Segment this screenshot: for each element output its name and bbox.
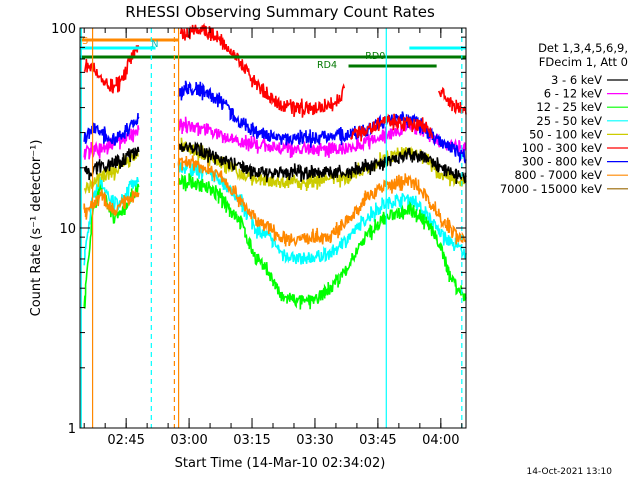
x-tick-label: 02:45 xyxy=(107,433,144,448)
marker-rd0-label: RD0 xyxy=(365,51,385,62)
legend-label: 100 - 300 keV xyxy=(522,141,602,155)
marker-n-label: N xyxy=(151,39,158,50)
legend-label: 6 - 12 keV xyxy=(544,87,602,101)
legend-label: 25 - 50 keV xyxy=(536,114,602,128)
series-line xyxy=(177,173,467,310)
chart-title: RHESSI Observing Summary Count Rates xyxy=(125,3,435,21)
series-line xyxy=(349,113,434,142)
x-tick-label: 03:45 xyxy=(359,433,396,448)
y-tick-label: 10 xyxy=(59,222,76,237)
legend-label: 3 - 6 keV xyxy=(551,73,602,87)
legend-label: 50 - 100 keV xyxy=(529,127,602,141)
legend-label: 12 - 25 keV xyxy=(536,100,602,114)
legend: Det 1,3,4,5,6,9, FDecim 1, Att 0 3 - 6 k… xyxy=(500,41,628,196)
legend-label: 800 - 7000 keV xyxy=(514,168,602,182)
marker-rd4-label: RD4 xyxy=(317,60,337,71)
series-line xyxy=(177,155,467,248)
legend-header-2: FDecim 1, Att 0 xyxy=(539,55,628,69)
x-tick-label: 03:15 xyxy=(233,433,270,448)
x-tick-label: 03:00 xyxy=(170,433,207,448)
legend-header-1: Det 1,3,4,5,6,9, xyxy=(538,41,628,55)
series-line xyxy=(83,176,140,266)
y-axis-label: Count Rate (s⁻¹ detector⁻¹) xyxy=(29,140,44,317)
series-layer xyxy=(83,22,467,310)
y-tick-label: 100 xyxy=(51,22,76,37)
series-line xyxy=(83,149,139,195)
series-100-300-kev xyxy=(83,22,467,142)
series-line xyxy=(177,141,467,184)
marker-layer: S N RD0 RD4 xyxy=(80,28,466,428)
x-tick-label: 03:30 xyxy=(296,433,333,448)
generation-date: 14-Oct-2021 13:10 xyxy=(527,467,613,477)
marker-s-label: S xyxy=(82,36,88,47)
series-line xyxy=(177,116,467,159)
legend-label: 300 - 800 keV xyxy=(522,155,602,169)
series-line xyxy=(179,22,346,118)
y-tick-label: 1 xyxy=(68,422,76,437)
tick-layer: 02:45 03:00 03:15 03:30 03:45 04:00 1 10 100 xyxy=(51,22,466,448)
x-tick-label: 04:00 xyxy=(422,433,459,448)
legend-label: 7000 - 15000 keV xyxy=(500,182,602,196)
series-line xyxy=(177,80,467,164)
series-line xyxy=(83,113,140,146)
series-line xyxy=(437,86,467,115)
series-300-800-kev xyxy=(83,80,467,164)
x-axis-label: Start Time (14-Mar-10 02:34:02) xyxy=(175,456,386,471)
